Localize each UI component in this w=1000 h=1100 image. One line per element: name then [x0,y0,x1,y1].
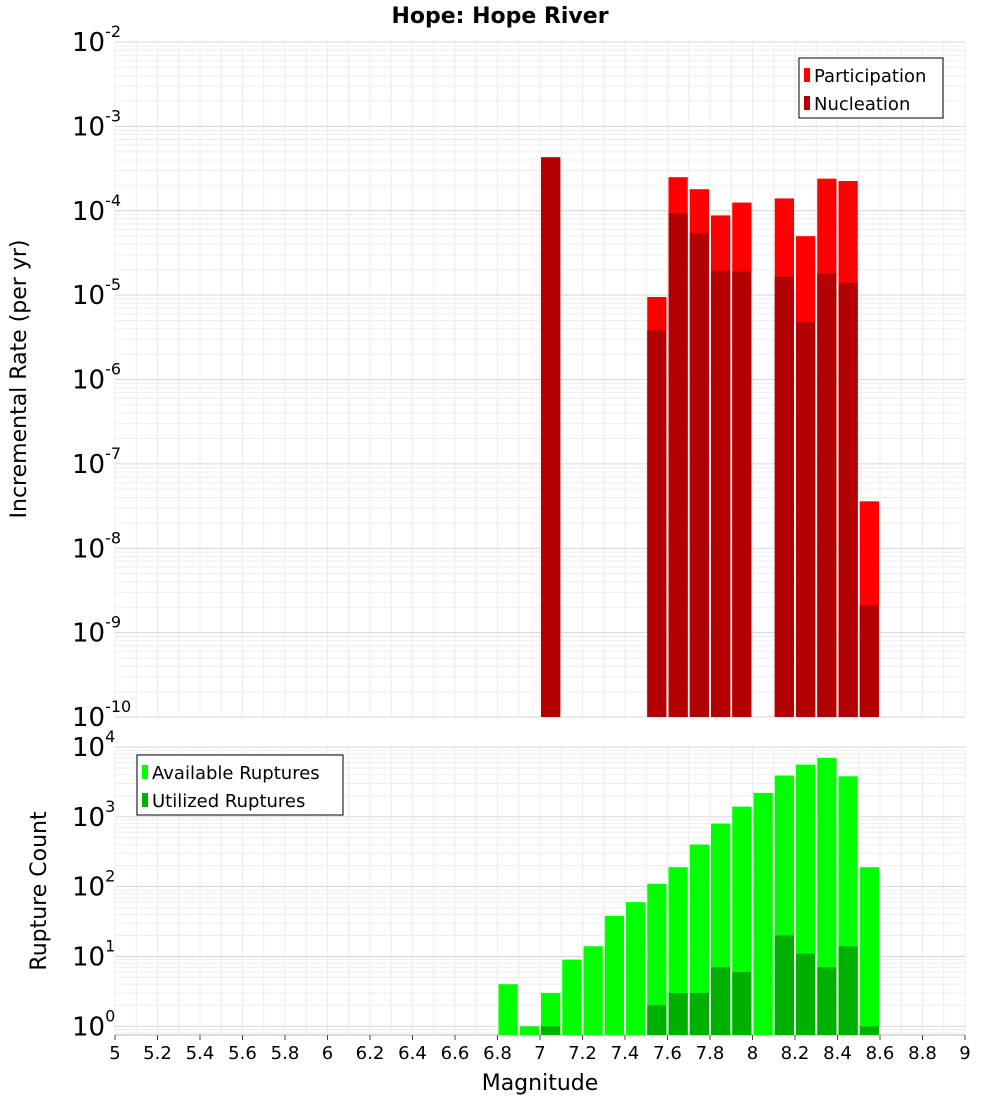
bar-available-ruptures [689,844,709,1035]
rate-legend: Participation Nucleation [798,57,944,119]
rate-gridlines [114,41,966,718]
bar-utilized-ruptures [796,953,816,1035]
bar-nucleation [732,271,752,717]
bar-nucleation [796,322,816,717]
bar-utilized-ruptures [838,946,858,1035]
bar-nucleation [541,157,561,718]
rate-y-ticks: 10-10 10-9 10-8 10-7 10-6 10-5 10-4 10-3 10-2 [72,22,131,733]
x-tick-label: 7.8 [696,1043,725,1064]
bar-nucleation [817,273,837,717]
x-tick-label: 7.6 [653,1043,682,1064]
x-tick-label: 5.6 [228,1043,257,1064]
bar-available-ruptures [604,915,624,1035]
y-tick-label: 102 [72,867,115,903]
y-tick-label: 10-7 [72,444,121,480]
count-y-ticks: 100 101 102 103 104 [72,727,115,1042]
bar-available-ruptures [626,902,646,1035]
y-tick-label: 10-10 [72,697,131,733]
y-tick-label: 103 [72,797,115,833]
bar-available-ruptures [562,959,582,1035]
legend-label: Utilized Ruptures [152,791,305,812]
legend-swatch [804,68,810,82]
bar-available-ruptures [859,867,879,1035]
bar-nucleation [838,282,858,717]
bar-utilized-ruptures [732,971,752,1035]
x-axis-label: Magnitude [482,1071,599,1096]
count-panel: 100 101 102 103 104 5 5.2 5.4 5.6 5.8 6 6.2 6.4 6.6 6… [27,727,971,1096]
rate-panel: 10-10 10-9 10-8 10-7 10-6 10-5 10-4 10-3 10-2 In… [7,22,966,733]
y-tick-label: 10-2 [72,22,121,58]
x-tick-label: 7 [534,1043,545,1064]
bar-nucleation [774,276,794,717]
y-tick-label: 10-4 [72,191,121,227]
bar-utilized-ruptures [817,967,837,1035]
legend-box [136,754,344,816]
y-tick-label: 10-5 [72,275,121,311]
bar-utilized-ruptures [859,1026,879,1035]
x-tick-label: 5.2 [143,1043,172,1064]
bar-available-ruptures [519,1026,539,1035]
bar-utilized-ruptures [541,1026,561,1035]
x-tick-label: 6 [322,1043,333,1064]
x-tick-label: 9 [959,1043,970,1064]
y-tick-label: 10-9 [72,613,121,649]
x-tick-label: 5.4 [186,1043,215,1064]
bar-available-ruptures [753,792,773,1035]
bar-available-ruptures [541,992,561,1035]
x-tick-label: 6.2 [356,1043,385,1064]
y-tick-label: 101 [72,936,115,972]
x-tick-label: 5 [109,1043,120,1064]
x-tick-label: 8.2 [781,1043,810,1064]
legend-swatch [804,96,810,110]
x-tick-label: 7.4 [611,1043,640,1064]
bar-available-ruptures [647,883,667,1035]
bar-utilized-ruptures [647,1005,667,1035]
legend-label: Available Ruptures [152,763,320,784]
x-tick-label: 8 [747,1043,758,1064]
bar-available-ruptures [817,757,837,1035]
bar-utilized-ruptures [689,992,709,1035]
bar-nucleation [668,213,688,718]
legend-label: Participation [814,66,926,87]
count-legend: Available Ruptures Utilized Ruptures [136,754,344,816]
x-tick-label: 6.8 [483,1043,512,1064]
rate-y-axis-label: Incremental Rate (per yr) [7,240,32,519]
legend-label: Nucleation [814,94,910,115]
bar-nucleation [689,233,709,717]
bar-nucleation [711,270,731,717]
count-y-axis-label: Rupture Count [27,811,52,971]
x-tick-label: 8.8 [908,1043,937,1064]
y-tick-label: 100 [72,1006,115,1042]
bar-utilized-ruptures [668,992,688,1035]
x-tick-label: 6.6 [441,1043,470,1064]
bar-utilized-ruptures [774,935,794,1035]
y-tick-label: 10-3 [72,106,121,142]
y-tick-label: 10-8 [72,528,121,564]
legend-box [798,57,944,119]
bar-utilized-ruptures [711,967,731,1035]
legend-swatch [142,793,148,807]
chart-title: Hope: Hope River [391,4,608,29]
x-tick-label: 8.4 [823,1043,852,1064]
bar-available-ruptures [498,984,518,1035]
magnitude-x-ticks: 5 5.2 5.4 5.6 5.8 6 6.2 6.4 6.6 6.8 7 7.2 7.4 7.6 7.8 8… [109,1035,971,1064]
bar-nucleation [859,605,879,717]
count-bars [498,757,879,1035]
bar-nucleation [647,330,667,717]
x-tick-label: 7.2 [568,1043,597,1064]
x-tick-label: 6.4 [398,1043,427,1064]
bar-available-ruptures [583,946,603,1035]
rate-bars [541,157,879,718]
legend-swatch [142,765,148,779]
y-tick-label: 104 [72,727,115,763]
x-tick-label: 8.6 [866,1043,895,1064]
y-tick-label: 10-6 [72,360,121,396]
x-tick-label: 5.8 [271,1043,300,1064]
